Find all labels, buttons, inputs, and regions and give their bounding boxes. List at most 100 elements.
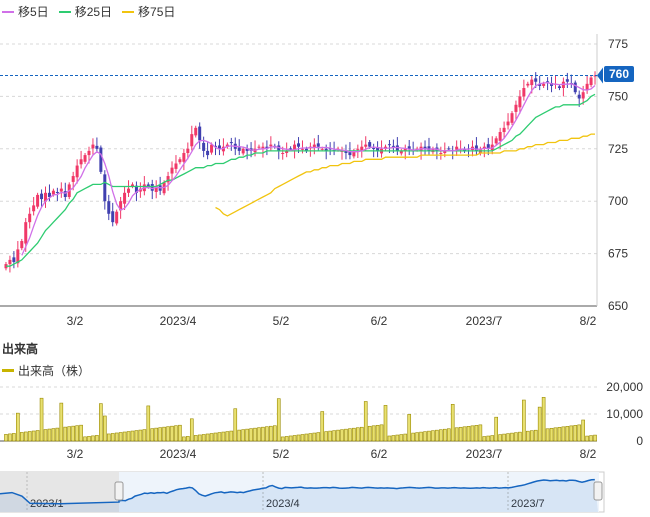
- volume-bar: [8, 433, 12, 442]
- candle-body: [63, 191, 67, 198]
- volume-bar: [265, 426, 269, 442]
- candle-body: [577, 94, 581, 99]
- candle-body: [297, 143, 301, 147]
- volume-bar: [39, 397, 44, 442]
- candle-body: [186, 148, 190, 153]
- volume-bar: [27, 431, 32, 442]
- volume-bar: [581, 419, 585, 442]
- price-tick-label: 725: [608, 142, 628, 156]
- candle-body: [79, 159, 83, 165]
- volume-bar: [577, 424, 582, 442]
- candle-body: [518, 96, 522, 108]
- volume-bar: [99, 403, 103, 442]
- candle-body: [99, 147, 103, 172]
- volume-bar: [225, 431, 230, 442]
- candle-body: [585, 83, 589, 90]
- volume-bar: [573, 425, 578, 442]
- legend-item-ma25[interactable]: 移25日: [58, 3, 112, 20]
- candle-body: [55, 191, 59, 193]
- candle-body: [166, 176, 170, 183]
- volume-bar: [352, 427, 356, 442]
- volume-bar: [75, 425, 79, 442]
- candle-body: [257, 146, 261, 148]
- volume-bar: [122, 431, 127, 442]
- volume-bar: [47, 428, 52, 442]
- candle-body: [4, 264, 8, 269]
- candle-body: [75, 165, 79, 178]
- volume-bar: [249, 428, 253, 442]
- volume-bar: [237, 429, 242, 442]
- candle-body: [289, 148, 293, 150]
- volume-bar: [585, 435, 589, 442]
- candle-body: [589, 77, 593, 86]
- legend-item-ma75[interactable]: 移75日: [122, 3, 175, 20]
- candle-body: [474, 145, 478, 151]
- candle-body: [170, 167, 174, 174]
- price-tick-label: 775: [608, 37, 628, 51]
- volume-bar: [63, 426, 68, 442]
- candle-body: [447, 148, 451, 150]
- candle-body: [24, 222, 28, 244]
- volume-bar: [118, 432, 123, 442]
- volume-bar: [79, 424, 83, 442]
- volume-x-tick-label: 2023/7: [466, 447, 503, 461]
- candle-body: [87, 150, 91, 156]
- candle-body: [107, 201, 111, 214]
- candle-body: [439, 152, 443, 154]
- candle-body: [502, 127, 506, 133]
- candle-body: [443, 150, 447, 153]
- volume-legend[interactable]: 出来高（株）: [2, 362, 90, 379]
- volume-bar: [545, 428, 550, 442]
- candle-body: [217, 145, 221, 149]
- volume-bar: [134, 430, 139, 442]
- volume-bar: [4, 434, 8, 442]
- volume-bar: [522, 399, 526, 442]
- candle-body: [510, 113, 514, 123]
- volume-bar: [209, 433, 214, 442]
- candle-body: [293, 144, 297, 151]
- x-tick-label: 2023/7: [466, 314, 503, 328]
- volume-bar: [529, 430, 534, 442]
- volume-bar: [12, 433, 16, 442]
- x-tick-label: 3/2: [67, 314, 84, 328]
- volume-bar: [379, 424, 384, 442]
- candle-body: [352, 150, 356, 157]
- candle-body: [150, 184, 154, 191]
- volume-bar: [336, 429, 340, 442]
- volume-bar: [312, 432, 317, 442]
- candle-body: [281, 152, 285, 154]
- volume-bar: [506, 433, 510, 442]
- volume-bar: [407, 414, 412, 442]
- candle-body: [47, 192, 51, 198]
- candle-body: [44, 192, 48, 202]
- volume-bar: [201, 434, 206, 442]
- volume-tick-label: 10,000: [606, 407, 643, 421]
- x-tick-label: 5/2: [273, 314, 290, 328]
- ma25-line: [6, 93, 596, 267]
- volume-bar: [146, 405, 151, 442]
- price-tick-label: 700: [608, 194, 628, 208]
- navigator-tick-label: 2023/4: [266, 498, 300, 510]
- navigator-mask: [0, 472, 119, 512]
- candle-body: [146, 184, 150, 187]
- volume-bar: [431, 430, 435, 442]
- volume-bar: [470, 425, 475, 442]
- volume-bar: [67, 426, 72, 442]
- navigator-right-handle: [593, 481, 603, 501]
- volume-bar: [229, 430, 234, 442]
- volume-title: 出来高: [2, 342, 39, 356]
- ma75-line: [215, 133, 595, 217]
- candle-body: [522, 88, 526, 97]
- candle-body: [91, 144, 95, 149]
- candle-body: [364, 144, 368, 147]
- legend-item-ma5[interactable]: 移5日: [2, 3, 49, 20]
- volume-bar: [273, 425, 277, 442]
- navigator-left-handle: [114, 481, 124, 501]
- volume-bar: [419, 431, 423, 442]
- candle-body: [16, 249, 20, 264]
- candle-body: [178, 159, 182, 163]
- candle-body: [40, 193, 44, 200]
- candle-body: [561, 81, 565, 89]
- volume-bar: [399, 434, 404, 442]
